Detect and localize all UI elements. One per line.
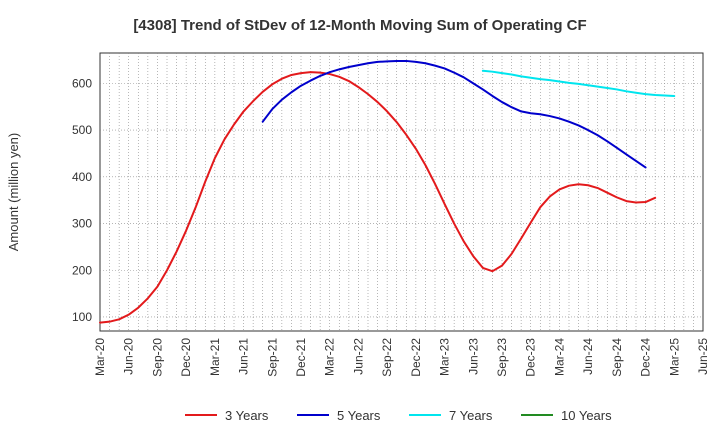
x-tick-label: Mar-22 (323, 338, 337, 376)
x-tick-label: Jun-20 (122, 338, 136, 375)
legend-label: 10 Years (561, 408, 612, 423)
x-tick-label: Dec-22 (409, 338, 423, 377)
x-tick-label: Mar-24 (552, 338, 566, 376)
x-tick-label: Mar-20 (93, 338, 107, 376)
x-tick-label: Jun-21 (237, 338, 251, 375)
series-line-0 (99, 71, 657, 324)
x-tick-label: Sep-21 (265, 338, 279, 377)
y-tick-label: 400 (72, 170, 92, 184)
x-tick-label: Mar-25 (667, 338, 681, 376)
x-tick-label: Dec-20 (179, 338, 193, 377)
series-lines (99, 59, 676, 324)
y-tick-label: 200 (72, 263, 92, 277)
x-tick-label: Jun-23 (466, 338, 480, 375)
y-tick-label: 600 (72, 76, 92, 90)
x-tick-label: Mar-23 (438, 338, 452, 376)
grid-lines (100, 53, 703, 331)
x-tick-label: Sep-20 (150, 338, 164, 377)
y-tick-labels: 100 200 300 400 500 600 (72, 76, 92, 324)
y-tick-label: 300 (72, 217, 92, 231)
plot-area (99, 52, 704, 332)
x-tick-label: Jun-24 (581, 338, 595, 375)
legend-label: 7 Years (449, 408, 493, 423)
y-axis-title: Amount (million yen) (6, 133, 21, 252)
x-tick-label: Sep-22 (380, 338, 394, 377)
x-tick-label: Jun-25 (696, 338, 710, 375)
x-tick-labels: Mar-20 Jun-20 Sep-20 Dec-20 Mar-21 Jun-21 Sep-… (93, 338, 710, 377)
chart-title: [4308] Trend of StDev of 12-Month Moving… (133, 17, 586, 34)
series-line-1 (261, 59, 647, 169)
x-tick-label: Dec-23 (524, 338, 538, 377)
x-tick-label: Sep-23 (495, 338, 509, 377)
legend-label: 5 Years (337, 408, 381, 423)
x-tick-label: Mar-21 (208, 338, 222, 376)
x-tick-label: Dec-24 (639, 338, 653, 377)
legend-label: 3 Years (225, 408, 269, 423)
x-tick-label: Sep-24 (610, 338, 624, 377)
y-tick-label: 100 (72, 310, 92, 324)
x-tick-label: Dec-21 (294, 338, 308, 377)
x-tick-label: Jun-22 (351, 338, 365, 375)
series-line-2 (481, 69, 676, 97)
legend: 3 Years 5 Years 7 Years 10 Years (185, 408, 612, 423)
y-tick-label: 500 (72, 123, 92, 137)
